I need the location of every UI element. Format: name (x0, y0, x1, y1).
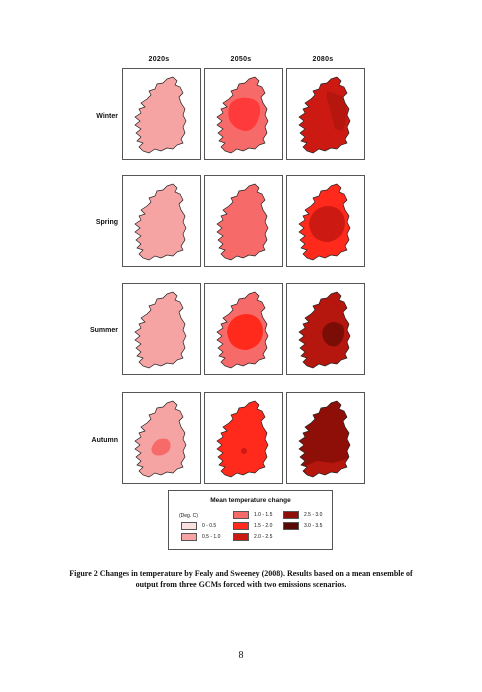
coastline (134, 291, 187, 369)
coastline (216, 291, 269, 369)
coastline (134, 76, 187, 154)
legend-label: 3.0 - 3.5 (304, 523, 323, 529)
legend-item: 3.0 - 3.5 (283, 522, 333, 532)
legend-swatch (283, 511, 299, 519)
map-panel-summer-2050s (204, 283, 283, 375)
ireland-landmass (135, 77, 186, 153)
ireland-map (298, 400, 351, 478)
ireland-map (134, 183, 187, 261)
ireland-landmass (135, 292, 186, 368)
ireland-map (216, 400, 269, 478)
column-header-2020s: 2020s (148, 56, 170, 63)
row-label-summer: Summer (89, 327, 118, 334)
legend-swatch (181, 522, 197, 530)
coastline (298, 76, 351, 154)
caption-line-1: Figure 2 Changes in temperature by Fealy… (69, 569, 413, 578)
temperature-zone (327, 91, 347, 131)
ireland-map (298, 183, 351, 261)
legend-item: 2.5 - 3.0 (283, 511, 333, 521)
ireland-map (134, 291, 187, 369)
legend-item: 1.0 - 1.5 (233, 511, 283, 521)
map-panel-spring-2020s (122, 175, 201, 267)
legend-swatch (283, 522, 299, 530)
legend: Mean temperature change (Deg. C) 0 - 0.5… (168, 490, 333, 550)
legend-label: 0.5 - 1.0 (202, 534, 221, 540)
ireland-map (134, 76, 187, 154)
temperature-zone (241, 448, 247, 454)
legend-unit: (Deg. C) (179, 513, 198, 519)
row-label-winter: Winter (96, 113, 118, 120)
temperature-zone (151, 438, 171, 456)
legend-item: 1.5 - 2.0 (233, 522, 283, 532)
ireland-map (134, 400, 187, 478)
ireland-landmass (135, 184, 186, 260)
coastline (298, 183, 351, 261)
map-panel-summer-2080s (286, 283, 365, 375)
map-panel-autumn-2020s (122, 392, 201, 484)
ireland-landmass (217, 184, 268, 260)
temperature-zone (227, 314, 263, 350)
map-panel-autumn-2080s (286, 392, 365, 484)
legend-swatch (233, 511, 249, 519)
coastline (216, 400, 269, 478)
map-panel-summer-2020s (122, 283, 201, 375)
row-label-spring: Spring (95, 219, 118, 226)
caption-line-2: output from three GCMs forced with two e… (135, 580, 347, 589)
coastline (134, 400, 187, 478)
ireland-map (216, 183, 269, 261)
map-panel-spring-2080s (286, 175, 365, 267)
ireland-map (216, 76, 269, 154)
temperature-zone (228, 97, 261, 131)
ireland-map (216, 291, 269, 369)
row-label-autumn: Autumn (91, 437, 118, 444)
legend-label: 1.0 - 1.5 (254, 512, 273, 518)
legend-swatch (181, 533, 197, 541)
legend-label: 0 - 0.5 (202, 523, 217, 529)
legend-label: 1.5 - 2.0 (254, 523, 273, 529)
legend-item: 0 - 0.5 (181, 522, 231, 532)
column-header-2050s: 2050s (230, 56, 252, 63)
page-number: 8 (238, 650, 244, 661)
legend-label: 2.0 - 2.5 (254, 534, 273, 540)
ireland-landmass (217, 401, 268, 477)
coastline (298, 400, 351, 478)
legend-title: Mean temperature change (210, 497, 291, 504)
coastline (216, 76, 269, 154)
map-panel-spring-2050s (204, 175, 283, 267)
map-panel-winter-2080s (286, 68, 365, 160)
column-header-2080s: 2080s (312, 56, 334, 63)
legend-item: 0.5 - 1.0 (181, 533, 231, 543)
legend-swatch (233, 533, 249, 541)
temperature-zone (322, 322, 345, 347)
legend-swatch (233, 522, 249, 530)
ireland-map (298, 76, 351, 154)
legend-item: 2.0 - 2.5 (233, 533, 283, 543)
map-panel-autumn-2050s (204, 392, 283, 484)
map-panel-winter-2050s (204, 68, 283, 160)
map-panel-winter-2020s (122, 68, 201, 160)
coastline (298, 291, 351, 369)
coastline (216, 183, 269, 261)
legend-label: 2.5 - 3.0 (304, 512, 323, 518)
ireland-landmass (299, 401, 350, 477)
figure-caption: Figure 2 Changes in temperature by Fealy… (40, 568, 442, 590)
coastline (134, 183, 187, 261)
temperature-zone (309, 206, 345, 242)
ireland-map (298, 291, 351, 369)
